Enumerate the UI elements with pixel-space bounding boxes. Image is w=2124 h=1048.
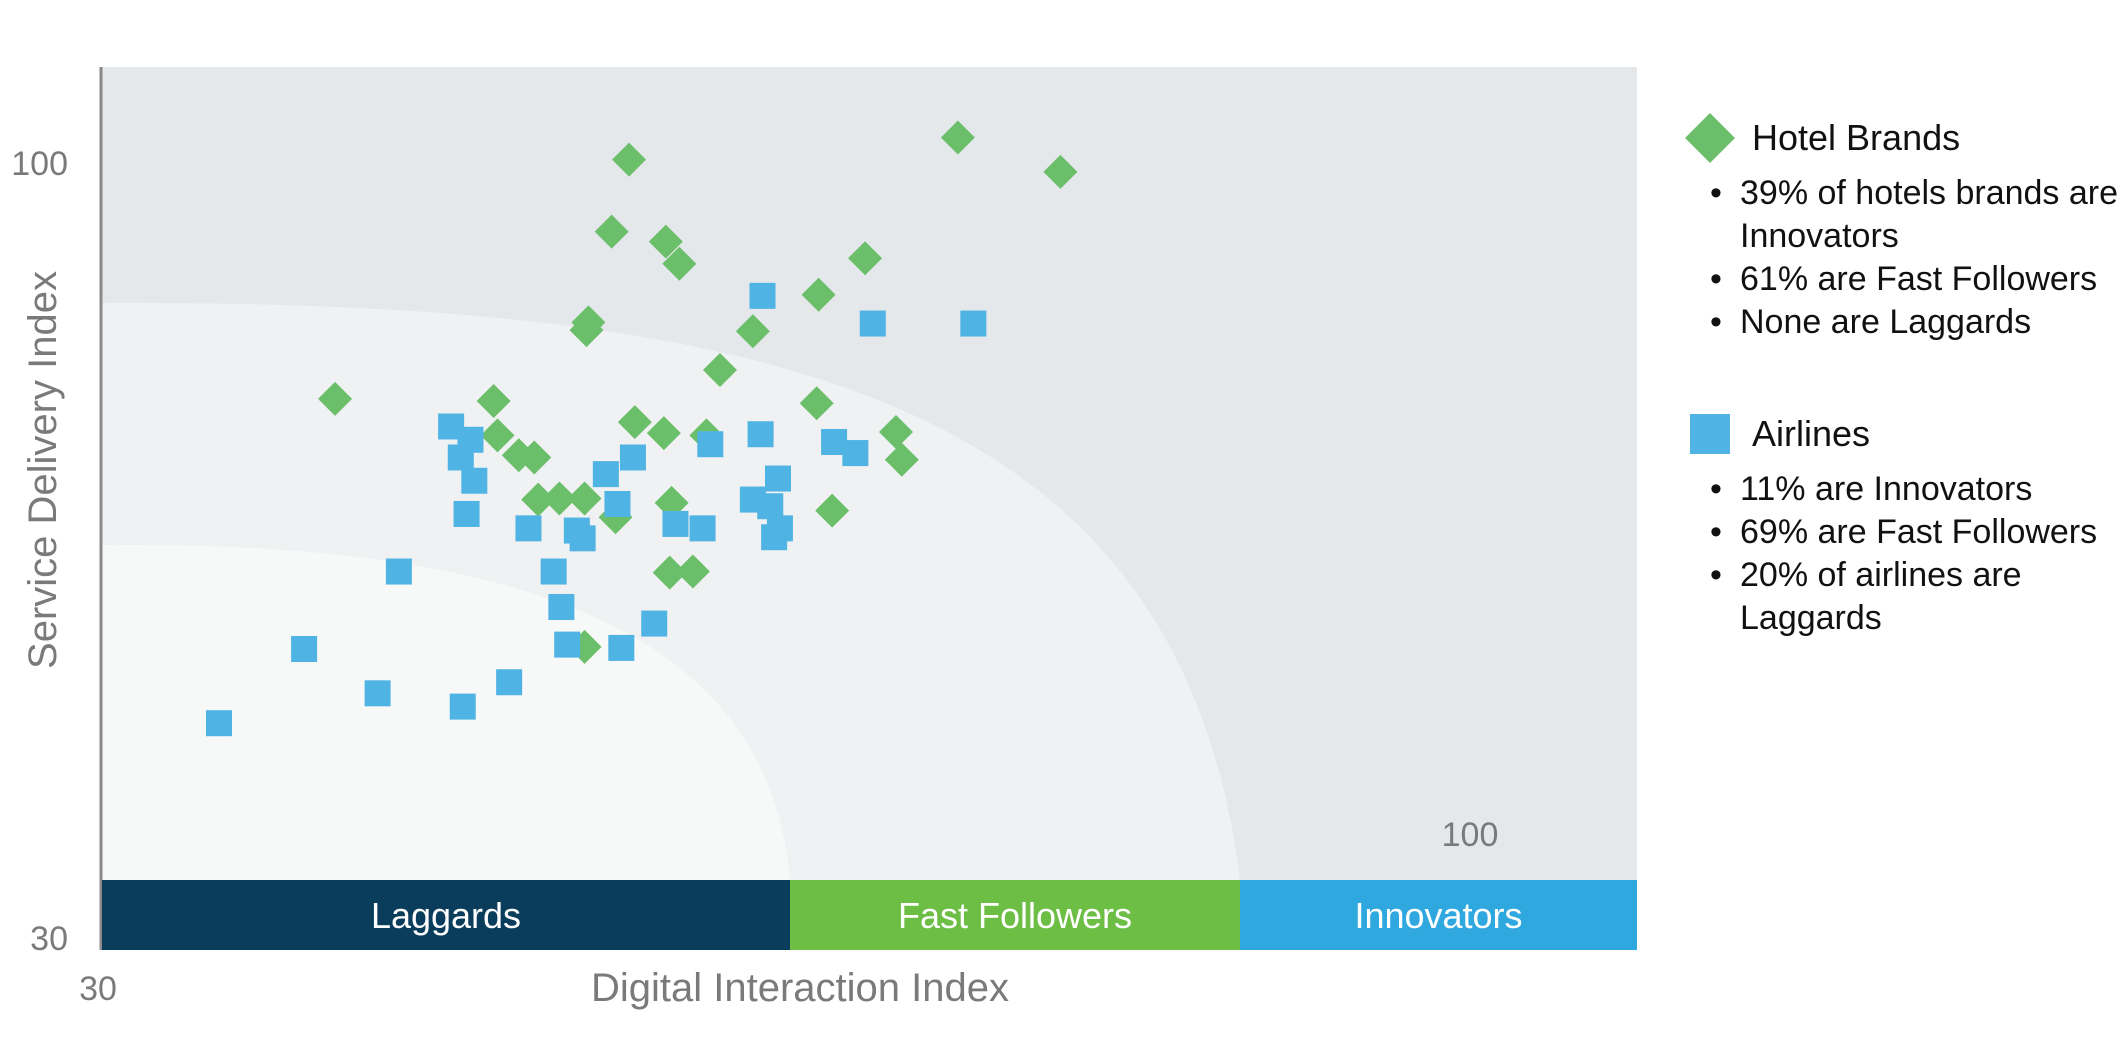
airline-point	[842, 440, 869, 467]
hotel-brand-point	[735, 314, 770, 349]
legend-airlines: Airlines 11% are Innovators 69% are Fast…	[1680, 406, 2120, 640]
band-label: Fast Followers	[898, 895, 1132, 936]
airline-point	[592, 461, 619, 488]
hotel-brand-point	[612, 142, 647, 177]
diamond-icon	[1680, 110, 1740, 166]
airline-point	[453, 500, 480, 527]
airline-point	[554, 631, 581, 658]
airline-point	[385, 558, 412, 585]
hotel-brand-point	[799, 386, 834, 421]
hotel-brand-point	[940, 120, 975, 155]
airline-point	[859, 310, 886, 337]
hotel-brand-point	[801, 277, 836, 312]
inner-scale-label: 100	[1442, 816, 1499, 854]
square-icon	[1680, 406, 1740, 462]
legend-airlines-bullets: 11% are Innovators 69% are Fast Follower…	[1680, 468, 2120, 640]
airline-point	[765, 465, 791, 492]
airline-point	[496, 669, 523, 696]
hotel-brand-point	[702, 353, 737, 388]
hotel-brand-point	[648, 224, 683, 259]
hotel-brand-point	[517, 440, 552, 475]
hotel-brand-point	[567, 481, 602, 516]
legend-bullet: 39% of hotels brands are Innovators	[1680, 172, 2120, 258]
legend-hotel-bullets: 39% of hotels brands are Innovators 61% …	[1680, 172, 2120, 344]
hotel-brand-point	[662, 246, 697, 281]
legend-label-hotel-brands: Hotel Brands	[1752, 117, 1961, 158]
airline-point	[447, 444, 474, 471]
airline-point	[689, 515, 716, 542]
airline-point	[619, 444, 646, 471]
axis-text: 100 30 30 100 Digital Interaction Index Servi…	[11, 145, 1498, 1010]
airline-point	[205, 710, 232, 737]
hotel-brand-point	[521, 482, 556, 517]
airline-point	[540, 558, 567, 585]
airline-point	[449, 693, 476, 720]
airline-point	[548, 593, 575, 620]
legend-bullet: 20% of airlines are Laggards	[1680, 554, 2120, 640]
airline-point	[697, 431, 724, 458]
airline-point	[761, 524, 788, 551]
hotel-brand-point	[884, 442, 919, 477]
y-axis-title: Service Delivery Index	[21, 271, 65, 669]
band-label: Laggards	[371, 895, 521, 936]
airline-point	[960, 310, 987, 337]
band-laggards	[102, 880, 790, 950]
airline-point	[641, 610, 668, 637]
legend-bullet: None are Laggards	[1680, 301, 2120, 344]
scatter-chart: Laggards Fast Followers Innovators 100 30 30…	[11, 67, 1637, 1010]
y-tick-label: 30	[30, 920, 68, 958]
legend-bullet: 61% are Fast Followers	[1680, 258, 2120, 301]
hotel-brand-point	[594, 214, 629, 249]
hotel-brand-point	[617, 405, 652, 440]
airline-point	[461, 467, 488, 494]
airline-point	[364, 680, 391, 707]
hotel-brand-point	[878, 415, 913, 450]
airline-point	[604, 491, 631, 517]
hotel-brand-point	[675, 554, 710, 589]
hotel-brand-point	[815, 493, 850, 528]
airline-point	[757, 493, 784, 520]
legend-bullet: 11% are Innovators	[1680, 468, 2120, 511]
airline-point	[291, 636, 318, 663]
legend-hotel-brands: Hotel Brands 39% of hotels brands are In…	[1680, 110, 2120, 344]
airline-point	[747, 421, 774, 448]
airline-point	[749, 282, 776, 309]
hotel-brand-point	[569, 313, 604, 348]
y-tick-label: 100	[11, 145, 68, 183]
hotel-brand-point	[480, 418, 515, 453]
legend: Hotel Brands 39% of hotels brands are In…	[1680, 110, 2120, 640]
airline-point	[608, 634, 635, 661]
band-innovators	[1240, 880, 1637, 950]
band-fast-followers	[790, 880, 1240, 950]
x-axis-title: Digital Interaction Index	[591, 966, 1009, 1010]
legend-bullet: 69% are Fast Followers	[1680, 511, 2120, 554]
x-tick-label: 30	[79, 970, 117, 1008]
hotel-brand-point	[542, 481, 577, 516]
classification-band: Laggards Fast Followers Innovators	[102, 880, 1637, 950]
airline-point	[662, 510, 689, 537]
data-points	[205, 120, 1078, 737]
hotel-brand-point	[1043, 154, 1078, 189]
plot-background-laggard-zone	[102, 544, 790, 880]
band-label: Innovators	[1354, 895, 1522, 936]
hotel-brand-point	[848, 241, 883, 276]
legend-label-airlines: Airlines	[1752, 413, 1871, 454]
hotel-brand-point	[654, 485, 689, 520]
hotel-brand-point	[476, 384, 511, 419]
hotel-brand-point	[646, 416, 681, 451]
hotel-brand-point	[652, 555, 687, 590]
hotel-brand-point	[318, 381, 353, 416]
airline-point	[515, 515, 542, 542]
airline-point	[569, 525, 596, 552]
